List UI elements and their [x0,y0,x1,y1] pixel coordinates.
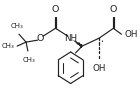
Text: CH₃: CH₃ [2,43,14,49]
Text: •: • [77,41,80,46]
Text: CH₃: CH₃ [11,23,24,29]
Text: NH: NH [64,34,77,43]
Text: CH₃: CH₃ [22,57,35,63]
Text: OH: OH [125,30,138,39]
Text: O: O [37,34,44,43]
Text: O: O [52,6,59,14]
Text: O: O [110,6,117,14]
Text: OH: OH [92,64,106,73]
Text: •: • [100,39,103,44]
